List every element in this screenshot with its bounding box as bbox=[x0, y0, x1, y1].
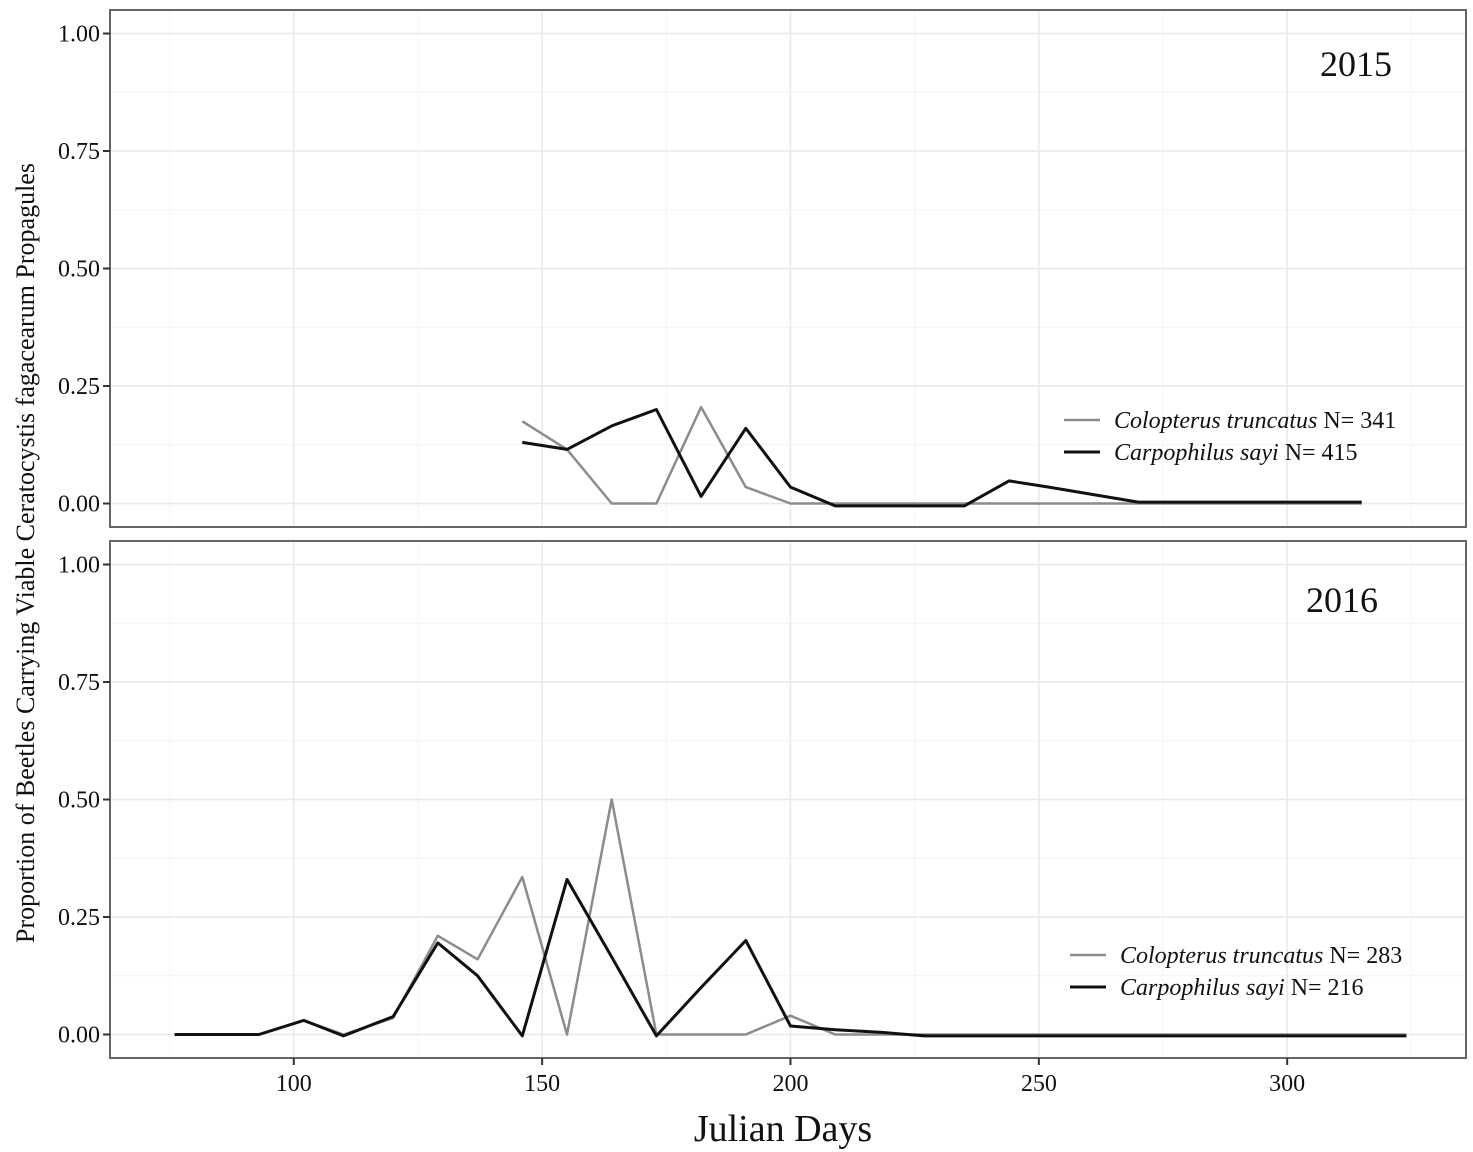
y-tick-label: 0.50 bbox=[58, 788, 100, 814]
legend-sample-size: N= 283 bbox=[1323, 943, 1402, 969]
y-tick-label: 0.75 bbox=[58, 670, 100, 696]
x-axis-title: Julian Days bbox=[694, 1108, 872, 1150]
legend-entry: Colopterus truncatus N= 283 bbox=[1120, 943, 1402, 969]
x-axis: 100 150 200 250 300 bbox=[276, 1058, 1305, 1097]
legend-sample-size: N= 341 bbox=[1317, 408, 1396, 434]
legend-sample-size: N= 415 bbox=[1279, 440, 1358, 466]
panel-label: 2015 bbox=[1320, 44, 1392, 84]
legend-species-name: Carpophilus sayi bbox=[1114, 440, 1279, 466]
legend-entry: Carpophilus sayi N= 216 bbox=[1120, 975, 1364, 1001]
legend-species-name: Carpophilus sayi bbox=[1120, 975, 1285, 1001]
panel-2015: 0.00 0.25 0.50 0.75 1.00 2015 Colopterus trunc… bbox=[58, 9, 1467, 528]
y-tick-label: 1.00 bbox=[58, 553, 100, 579]
series-line bbox=[521, 405, 1362, 505]
y-axis-title: Proportion of Beetles Carrying Viable Ce… bbox=[11, 163, 40, 943]
x-tick-label: 250 bbox=[1021, 1071, 1057, 1097]
legend-species-name: Colopterus truncatus bbox=[1120, 943, 1323, 969]
legend-species-name: Colopterus truncatus bbox=[1114, 408, 1317, 434]
series-line bbox=[174, 877, 1407, 1038]
y-tick-label: 1.00 bbox=[58, 22, 100, 48]
series-line bbox=[522, 408, 1362, 508]
y-tick-label: 0.25 bbox=[58, 905, 100, 931]
y-tick-label: 0.25 bbox=[58, 374, 100, 400]
legend-sample-size: N= 216 bbox=[1285, 975, 1364, 1001]
y-tick-label: 0.50 bbox=[58, 257, 100, 283]
y-tick-label: 0.00 bbox=[58, 1023, 100, 1049]
x-tick-label: 300 bbox=[1269, 1071, 1305, 1097]
panel-label: 2016 bbox=[1306, 580, 1378, 620]
panel-2016: 0.00 0.25 0.50 0.75 1.00 2016 Colopterus trunc… bbox=[58, 540, 1467, 1059]
y-tick-label: 0.75 bbox=[58, 139, 100, 165]
x-tick-label: 100 bbox=[276, 1071, 312, 1097]
x-tick-label: 150 bbox=[524, 1071, 560, 1097]
legend-entry: Carpophilus sayi N= 415 bbox=[1114, 440, 1358, 466]
y-tick-label: 0.00 bbox=[58, 492, 100, 518]
x-tick-label: 200 bbox=[772, 1071, 808, 1097]
legend-entry: Colopterus truncatus N= 341 bbox=[1114, 408, 1396, 434]
